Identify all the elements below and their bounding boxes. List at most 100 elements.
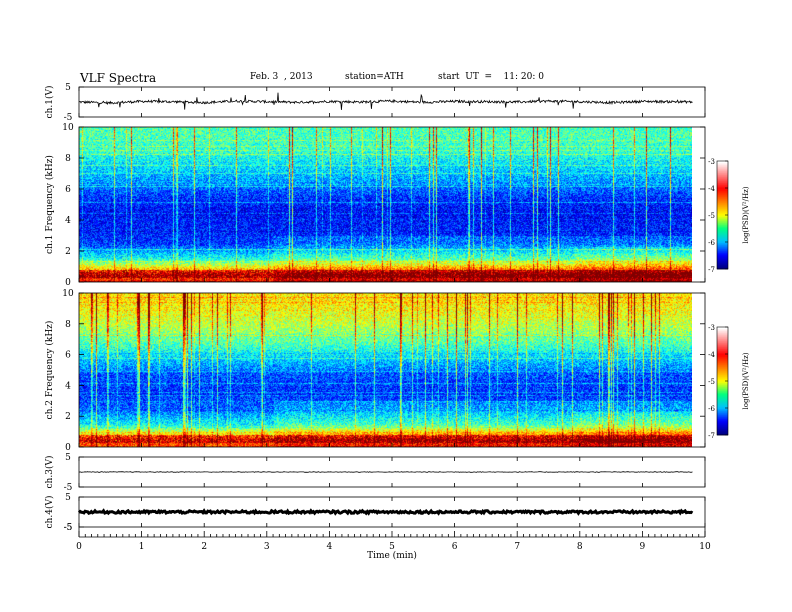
y-tick-label: 5 bbox=[65, 493, 71, 503]
colorbar-segment bbox=[717, 209, 728, 212]
colorbar-segment bbox=[717, 395, 728, 398]
colorbar-segment bbox=[717, 207, 728, 210]
colorbar-label: log(PSD)(V²/Hz) bbox=[742, 352, 750, 409]
colorbar-segment bbox=[717, 415, 728, 418]
figure-title: VLF Spectra bbox=[80, 71, 157, 85]
y-tick-label: 10 bbox=[62, 289, 74, 299]
colorbar-segment bbox=[717, 195, 728, 198]
colorbar-segment bbox=[717, 431, 728, 434]
colorbar-segment bbox=[717, 411, 728, 414]
x-tick-label: 6 bbox=[452, 542, 458, 552]
colorbar-segment bbox=[717, 351, 728, 354]
x-tick-label: 4 bbox=[327, 542, 333, 552]
colorbar-segment bbox=[717, 197, 728, 200]
colorbar-segment bbox=[717, 205, 728, 208]
colorbar-segment bbox=[717, 409, 728, 412]
y-tick-label: 0 bbox=[65, 278, 71, 288]
colorbar-segment bbox=[717, 239, 728, 242]
colorbar-segment bbox=[717, 377, 728, 380]
colorbar-segment bbox=[717, 251, 728, 254]
colorbar-segment bbox=[717, 381, 728, 384]
colorbar-segment bbox=[717, 433, 728, 436]
colorbar-segment bbox=[717, 191, 728, 194]
y-tick-label: 4 bbox=[65, 381, 71, 391]
start-time-label: start UT = 11: 20: 0 bbox=[438, 72, 544, 82]
colorbar-segment bbox=[717, 399, 728, 402]
colorbar-segment bbox=[717, 219, 728, 222]
colorbar-segment bbox=[717, 221, 728, 224]
colorbar-segment bbox=[717, 255, 728, 258]
colorbar-label: log(PSD)(V²/Hz) bbox=[742, 186, 750, 243]
colorbar-segment bbox=[717, 231, 728, 234]
spectrogram-image bbox=[79, 293, 692, 447]
colorbar-segment bbox=[717, 265, 728, 268]
colorbar-segment bbox=[717, 335, 728, 338]
y-tick-label: -5 bbox=[64, 483, 73, 493]
colorbar-segment bbox=[717, 161, 728, 164]
colorbar-segment bbox=[717, 373, 728, 376]
colorbar-segment bbox=[717, 183, 728, 186]
colorbar-segment bbox=[717, 397, 728, 400]
date-label: Feb. 3 , 2013 bbox=[250, 72, 313, 82]
colorbar-segment bbox=[717, 403, 728, 406]
colorbar-tick-label: -6 bbox=[708, 239, 715, 247]
x-tick-label: 5 bbox=[389, 542, 395, 552]
y-tick-label: -5 bbox=[64, 113, 73, 123]
colorbar-segment bbox=[717, 385, 728, 388]
colorbar-segment bbox=[717, 327, 728, 330]
colorbar-segment bbox=[717, 249, 728, 252]
colorbar-segment bbox=[717, 247, 728, 250]
colorbar-segment bbox=[717, 241, 728, 244]
y-tick-label: 4 bbox=[65, 216, 71, 226]
colorbar-tick-label: -5 bbox=[708, 212, 715, 220]
colorbar-segment bbox=[717, 369, 728, 372]
colorbar-segment bbox=[717, 423, 728, 426]
y-tick-label: 2 bbox=[65, 247, 71, 257]
colorbar-tick-label: -3 bbox=[708, 324, 715, 332]
colorbar-segment bbox=[717, 199, 728, 202]
colorbar-segment bbox=[717, 391, 728, 394]
y-axis-label: ch.3(V) bbox=[44, 456, 55, 489]
colorbar-segment bbox=[717, 329, 728, 332]
y-tick-label: -5 bbox=[64, 523, 73, 533]
colorbar-segment bbox=[717, 229, 728, 232]
colorbar-tick-label: -7 bbox=[708, 432, 715, 440]
colorbar-segment bbox=[717, 405, 728, 408]
station-label: station=ATH bbox=[345, 72, 404, 82]
colorbar-segment bbox=[717, 413, 728, 416]
colorbar-segment bbox=[717, 257, 728, 260]
colorbar-segment bbox=[717, 253, 728, 256]
colorbar-segment bbox=[717, 187, 728, 190]
colorbar-segment bbox=[717, 379, 728, 382]
y-tick-label: -5 bbox=[64, 523, 73, 533]
colorbar-segment bbox=[717, 361, 728, 364]
y-tick-label: 5 bbox=[65, 453, 71, 463]
colorbar-tick-label: -3 bbox=[708, 158, 715, 166]
x-tick-label: 8 bbox=[577, 542, 583, 552]
colorbar-segment bbox=[717, 387, 728, 390]
colorbar-segment bbox=[717, 419, 728, 422]
y-tick-label: 2 bbox=[65, 412, 71, 422]
colorbar-segment bbox=[717, 211, 728, 214]
y-axis-label: ch.2 Frequency (kHz) bbox=[44, 321, 55, 420]
y-axis-label: ch.1 Frequency (kHz) bbox=[44, 155, 55, 254]
colorbar-segment bbox=[717, 393, 728, 396]
colorbar-segment bbox=[717, 333, 728, 336]
colorbar-tick-label: -4 bbox=[708, 185, 715, 193]
colorbar-segment bbox=[717, 167, 728, 170]
waveform-line bbox=[78, 92, 693, 110]
colorbar-segment bbox=[717, 213, 728, 216]
colorbar-segment bbox=[717, 425, 728, 428]
colorbar-segment bbox=[717, 215, 728, 218]
colorbar-segment bbox=[717, 347, 728, 350]
colorbar-segment bbox=[717, 233, 728, 236]
colorbar-segment bbox=[717, 225, 728, 228]
colorbar-segment bbox=[717, 181, 728, 184]
colorbar-segment bbox=[717, 163, 728, 166]
x-tick-label: 7 bbox=[514, 542, 520, 552]
x-tick-label: 3 bbox=[264, 542, 270, 552]
y-tick-label: 0 bbox=[65, 443, 71, 453]
colorbar-segment bbox=[717, 371, 728, 374]
colorbar-segment bbox=[717, 349, 728, 352]
